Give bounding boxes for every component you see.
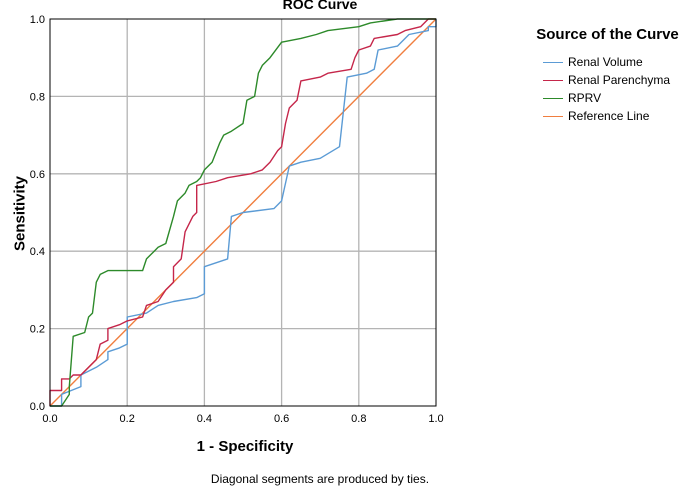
chart-title: ROC Curve	[282, 0, 358, 12]
legend-swatch	[543, 115, 563, 117]
x-tick-label: 0.4	[197, 413, 212, 425]
legend-swatch	[543, 61, 563, 63]
legend-label: Renal Volume	[568, 55, 643, 69]
grid	[50, 19, 436, 406]
legend-item-renal-parenchyma: Renal Parenchyma	[535, 71, 685, 89]
legend-item-renal-volume: Renal Volume	[535, 53, 685, 71]
x-tick-label: 0.6	[274, 413, 289, 425]
series-lines	[49, 18, 437, 407]
legend-label: RPRV	[568, 91, 602, 105]
legend-item-rprv: RPRV	[535, 89, 685, 107]
legend-title: Source of the Curve	[536, 26, 679, 43]
legend-label: Reference Line	[568, 109, 650, 123]
legend-swatch	[543, 79, 563, 81]
x-tick-label: 0.8	[351, 413, 366, 425]
y-tick-label: 0.6	[30, 169, 45, 181]
x-axis-label: 1 - Specificity	[196, 438, 294, 455]
legend-label: Renal Parenchyma	[568, 73, 671, 87]
x-tick-label: 0.0	[42, 413, 57, 425]
series-line-rprv	[50, 18, 436, 407]
series-line-renal-parenchyma	[49, 18, 436, 406]
y-tick-label: 0.4	[30, 246, 45, 258]
series-line-renal-volume	[50, 19, 437, 407]
legend-item-reference-line: Reference Line	[535, 107, 685, 125]
x-tick-label: 1.0	[428, 413, 443, 425]
y-tick-label: 0.0	[30, 401, 45, 413]
y-tick-label: 0.2	[30, 324, 45, 336]
footnote: Diagonal segments are produced by ties.	[210, 472, 430, 486]
x-tick-label: 0.2	[120, 413, 135, 425]
legend: Source of the Curve Renal Volume Renal P…	[535, 26, 685, 125]
y-axis-label: Sensitivity	[11, 175, 29, 252]
y-tick-label: 1.0	[30, 14, 45, 26]
y-axis-ticks: 0.0 0.2 0.4 0.6 0.8 1.0	[30, 14, 45, 413]
y-tick-label: 0.8	[30, 91, 45, 103]
legend-swatch	[543, 97, 563, 99]
x-axis-ticks: 0.0 0.2 0.4 0.6 0.8 1.0	[42, 413, 443, 425]
plot-frame	[49, 18, 437, 407]
